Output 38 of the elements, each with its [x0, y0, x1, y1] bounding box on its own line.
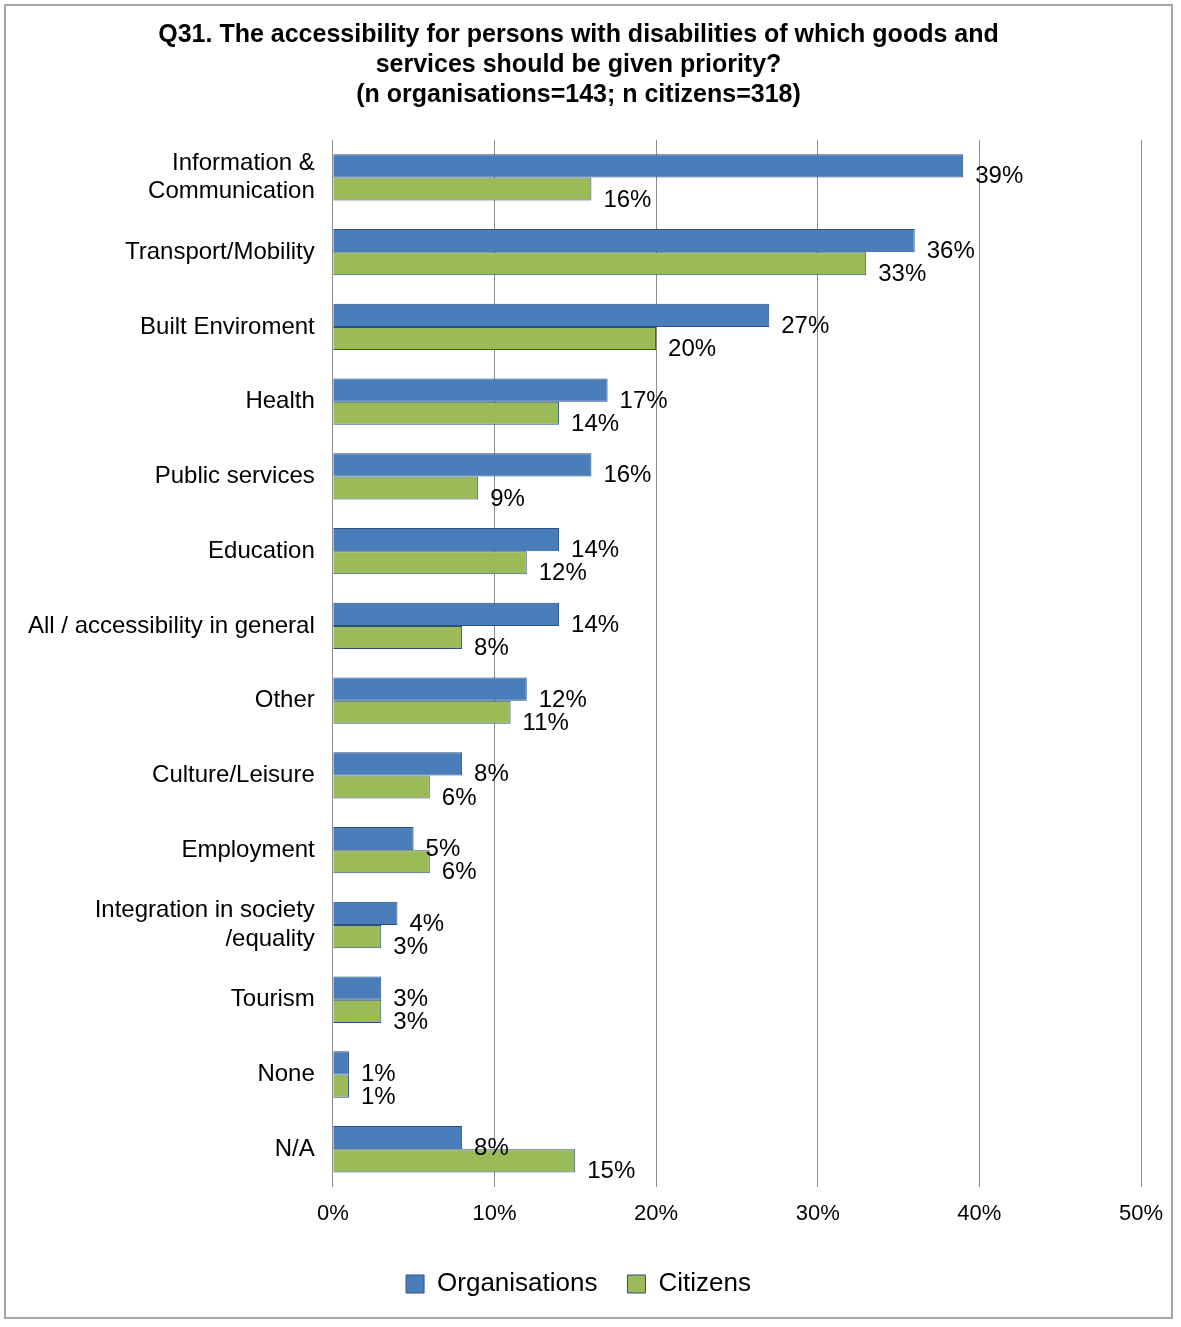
chart-title: Q31. The accessibility for persons with disabilities of which goods and services should be given priority? (n organisations=143; n citizens=318): [158, 18, 999, 107]
y-tick-label: All / accessibility in general: [28, 610, 315, 638]
y-tick-label: Transport/Mobility: [124, 236, 315, 264]
y-tick-label: N/A: [274, 1133, 315, 1161]
y-tick-label: Health: [245, 386, 315, 414]
x-tick-label: 30%: [795, 1199, 840, 1225]
x-tick-label: 10%: [472, 1199, 517, 1225]
y-tick-label: Culture/Leisure: [152, 760, 315, 788]
data-label: 9%: [490, 483, 525, 511]
data-label: 14%: [571, 609, 620, 637]
data-label: 15%: [587, 1156, 636, 1184]
y-tick-label: Information & Communication: [148, 147, 315, 204]
data-label: 16%: [603, 184, 652, 212]
data-label: 39%: [975, 161, 1024, 189]
y-tick-label: Other: [254, 685, 315, 713]
x-tick-label: 50%: [1118, 1199, 1164, 1225]
data-label: 20%: [668, 334, 717, 362]
data-label: 17%: [619, 385, 668, 413]
legend-label: Citizens: [658, 1267, 751, 1298]
y-tick-label: Integration in society /equality: [94, 895, 315, 951]
y-tick-label: Tourism: [230, 984, 315, 1012]
data-label: 36%: [926, 236, 975, 264]
data-label: 33%: [878, 259, 927, 287]
x-tick-label: 0%: [316, 1199, 349, 1225]
legend-label: Organisations: [437, 1267, 598, 1298]
y-tick-label: None: [257, 1059, 315, 1087]
x-tick-label: 20%: [634, 1199, 679, 1225]
y-tick-label: Education: [208, 535, 315, 563]
data-label: 14%: [571, 408, 620, 436]
y-tick-label: Built Enviroment: [140, 311, 316, 339]
x-tick-label: 40%: [957, 1199, 1002, 1225]
data-label: 16%: [603, 460, 652, 488]
data-label: 8%: [474, 759, 509, 787]
y-tick-label: Employment: [181, 834, 316, 862]
data-label: 27%: [781, 310, 830, 338]
data-label: 6%: [441, 782, 477, 810]
data-label: 8%: [474, 633, 509, 661]
y-tick-label: Public services: [154, 461, 315, 489]
